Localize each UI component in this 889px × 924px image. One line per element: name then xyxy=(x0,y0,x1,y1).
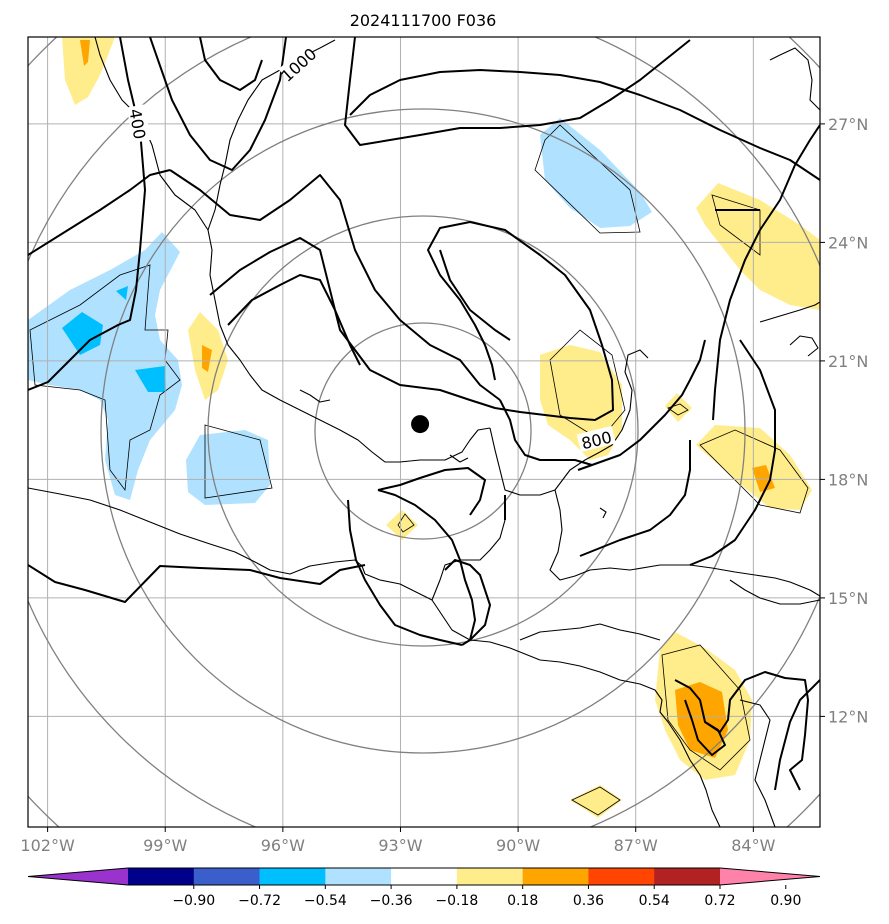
latitude-labels: 27°N 24°N 21°N 18°N 15°N 12°N xyxy=(828,115,868,727)
shade-positive-nw xyxy=(62,37,115,105)
shade-positive-cuba xyxy=(696,425,812,510)
colorbar-segment xyxy=(588,868,655,885)
colorbar-tick-label: −0.90 xyxy=(172,893,215,909)
longitude-labels: 102°W 99°W 96°W 93°W 90°W 87°W 84°W xyxy=(20,836,775,855)
shade-strong-negative-2 xyxy=(135,366,166,392)
colorbar-outline xyxy=(27,867,821,886)
lon-tick-label: 87°W xyxy=(614,836,658,855)
lon-tick-label: 93°W xyxy=(378,836,422,855)
contour-label-bg xyxy=(278,45,318,83)
lat-tick-label: 21°N xyxy=(828,352,868,371)
map-frame xyxy=(27,36,821,828)
colorbar-tick-label: 0.36 xyxy=(573,893,604,909)
contour-label-bg xyxy=(126,104,151,144)
colorbar-tick-label: 0.18 xyxy=(507,893,538,909)
colorbar-tick-label: 0.72 xyxy=(704,893,735,909)
colorbar-tick-label: 0.90 xyxy=(770,893,801,909)
colorbar-tick-label: −0.36 xyxy=(370,893,413,909)
shade-positive-small-2 xyxy=(386,510,418,540)
lon-tick-label: 99°W xyxy=(143,836,187,855)
height-contours xyxy=(28,37,820,791)
lat-tick-label: 24°N xyxy=(828,233,868,252)
shade-strong-negative-3 xyxy=(116,286,128,300)
shade-positive-nw-core xyxy=(80,40,90,66)
colorbar-tick-label: −0.18 xyxy=(435,893,478,909)
colorbar-tick-label: 0.54 xyxy=(639,893,670,909)
colorbar-segment xyxy=(456,868,524,885)
plot-title: 2024111700 F036 xyxy=(350,11,497,30)
colorbar-segment xyxy=(391,868,458,885)
lat-tick-label: 18°N xyxy=(828,470,868,489)
lon-tick-label: 102°W xyxy=(20,836,75,855)
colorbar-extend-low xyxy=(28,868,128,885)
lon-tick-label: 84°W xyxy=(731,836,775,855)
shade-negative-gulf xyxy=(540,118,652,228)
shade-positive-east xyxy=(696,183,820,310)
shade-positive-small-1 xyxy=(665,393,692,422)
colorbar-segment xyxy=(325,868,392,885)
shade-negative-center xyxy=(186,430,270,505)
shade-strong-negative-1 xyxy=(62,312,103,355)
shade-positive-central-america-core xyxy=(675,682,728,758)
lat-tick-label: 12°N xyxy=(828,707,868,726)
colorbar-tick-label: −0.72 xyxy=(238,893,281,909)
colorbar-segment xyxy=(128,868,195,885)
shade-outlines xyxy=(29,124,809,816)
colorbar-extend-high xyxy=(720,868,820,885)
lon-tick-label: 90°W xyxy=(496,836,540,855)
colorbar: −0.90 −0.72 −0.54 −0.36 −0.18 0.18 0.36 0.54 0.7… xyxy=(27,867,821,909)
contour-label-bg xyxy=(576,425,616,453)
shade-positive-mex-core xyxy=(202,345,212,372)
colorbar-tick-label: −0.54 xyxy=(304,893,347,909)
colorbar-segment xyxy=(193,868,261,885)
lat-tick-label: 15°N xyxy=(828,589,868,608)
forecast-center xyxy=(411,415,430,434)
shade-positive-cuba-core xyxy=(752,465,775,492)
colorbar-segment xyxy=(654,868,721,885)
lon-tick-label: 96°W xyxy=(261,836,305,855)
colorbar-segment xyxy=(259,868,326,885)
lat-tick-label: 27°N xyxy=(828,115,868,134)
axis-ticks xyxy=(47,123,825,832)
colorbar-segment xyxy=(522,868,589,885)
